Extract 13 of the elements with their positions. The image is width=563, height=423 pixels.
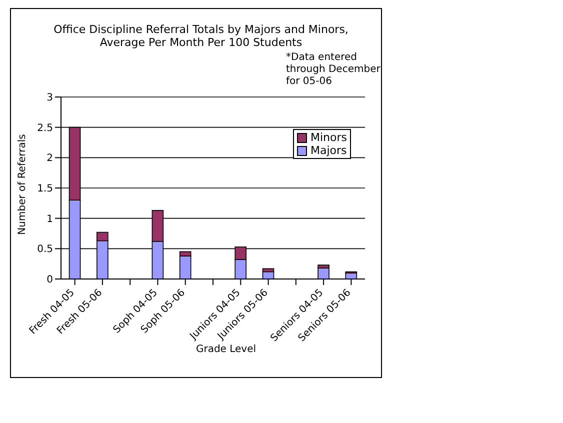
x-axis-title: Grade Level [194,344,258,355]
y-tick-label: 1.5 [37,184,53,195]
y-tick-label: 0 [46,274,53,286]
legend-label: Minors [310,131,347,144]
legend-label: Majors [310,144,347,157]
y-tick-label: 3 [46,92,53,104]
text: *Data entered through December for 05-06 [286,52,381,88]
chart-title: Office Discipline Referral Totals by Majors and Minors, Average Per Month Per 100 Students [52,23,350,49]
y-axis-title: Number of Referrals [16,134,28,234]
y-tick-label: 0.5 [37,244,53,256]
y-tick-label: 2.5 [37,122,53,134]
y-tick-label: 1 [46,214,53,225]
y-tick-label: 2 [46,153,53,164]
